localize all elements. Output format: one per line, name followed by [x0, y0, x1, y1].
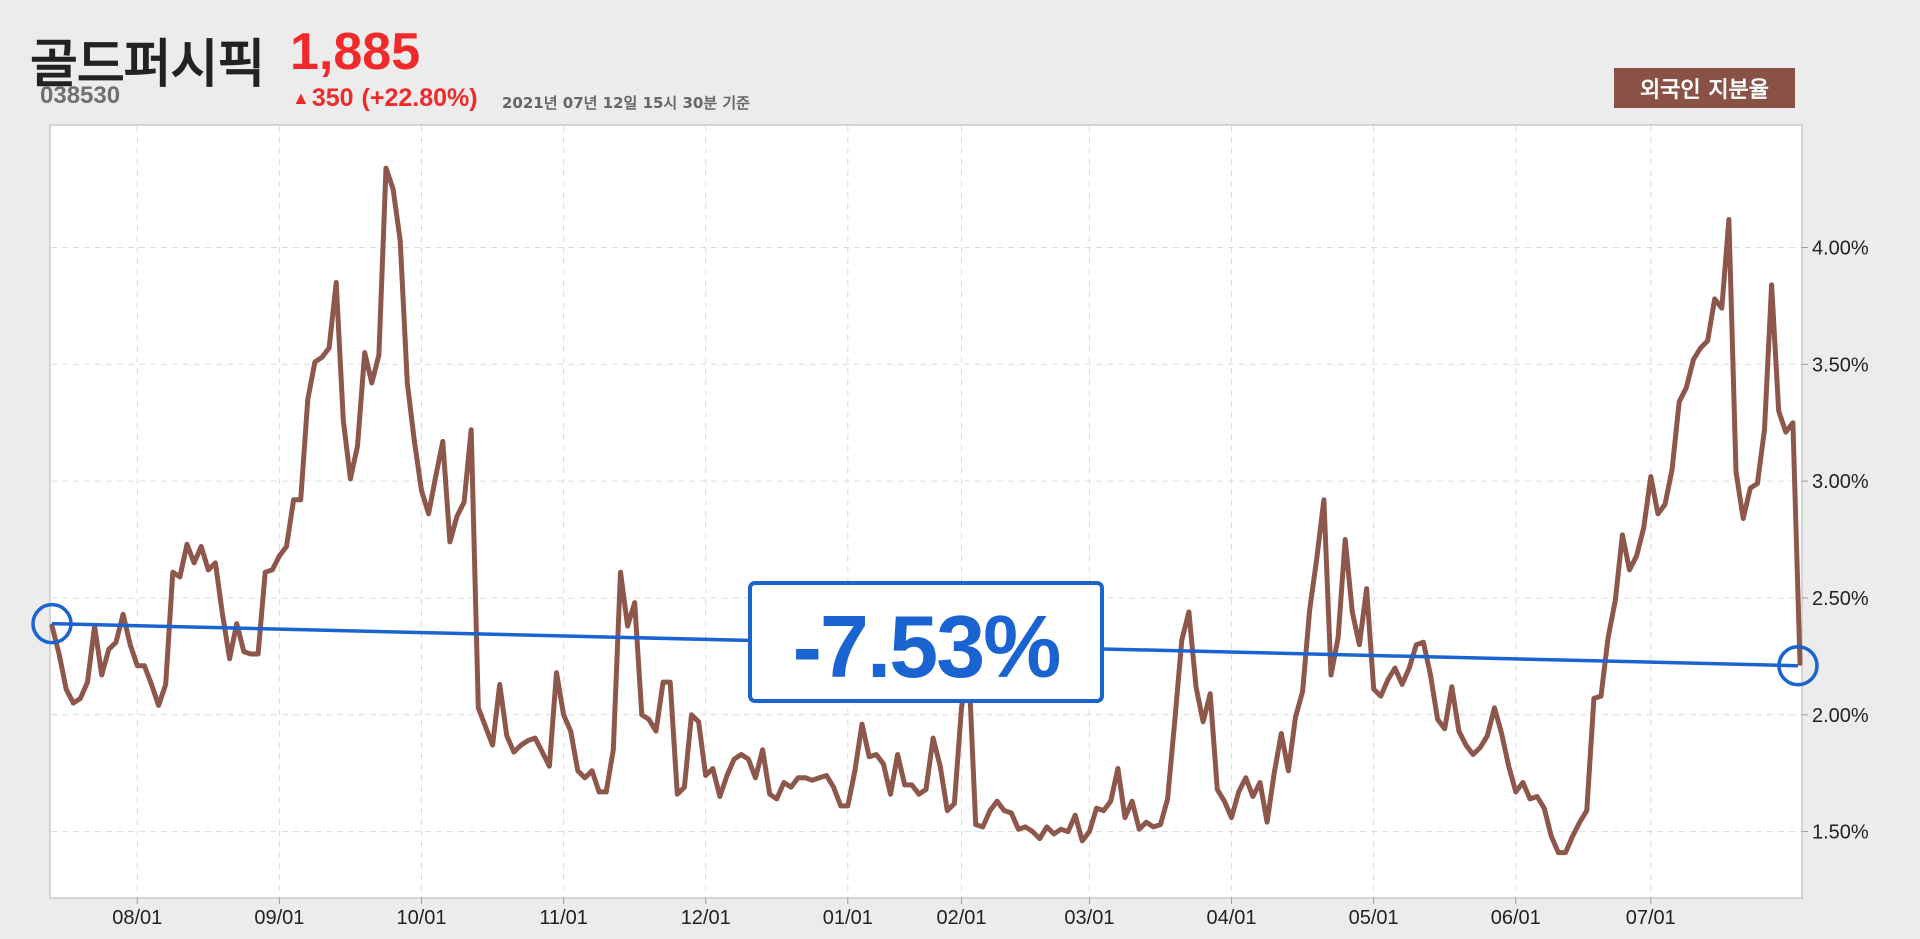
- price-change: ▲ 350 (+22.80%): [292, 84, 478, 113]
- y-tick-label: 2.00%: [1812, 705, 1869, 727]
- y-tick-label: 3.00%: [1812, 471, 1869, 493]
- trend-change-label-box: -7.53%: [748, 581, 1104, 703]
- x-tick-label: 11/01: [539, 907, 588, 929]
- ticker-code: 038530: [40, 82, 121, 109]
- y-tick-label: 1.50%: [1812, 822, 1869, 844]
- x-tick-label: 01/01: [823, 907, 873, 929]
- x-tick-label: 06/01: [1491, 907, 1541, 929]
- trend-change-label: -7.53%: [793, 597, 1060, 696]
- as-of-timestamp: 2021년 07년 12일 15시 30분 기준: [502, 94, 750, 112]
- x-tick-label: 05/01: [1349, 907, 1399, 929]
- company-name: 골드퍼시픽: [30, 35, 265, 95]
- x-tick-label: 08/01: [112, 907, 162, 929]
- x-tick-label: 02/01: [936, 907, 986, 929]
- x-tick-label: 04/01: [1207, 907, 1257, 929]
- change-percent: (+22.80%): [361, 84, 478, 112]
- x-tick-label: 03/01: [1064, 907, 1114, 929]
- x-tick-label: 07/01: [1626, 907, 1676, 929]
- y-axis-ticks: 1.50% 2.00% 2.50% 3.00% 3.50% 4.00%: [1802, 237, 1869, 844]
- foreign-ownership-badge: 외국인 지분율: [1614, 68, 1795, 108]
- y-tick-label: 4.00%: [1812, 237, 1869, 259]
- change-value: 350: [311, 84, 354, 112]
- up-arrow-icon: ▲: [292, 88, 310, 108]
- x-axis-ticks: 08/01 09/01 10/01 11/01 12/01 01/01 02/01 03/01…: [112, 898, 1676, 929]
- stock-header: 골드퍼시픽 1,885 038530 ▲ 350 (+22.80%) 2021년…: [0, 0, 1920, 125]
- trend-start-marker: [31, 602, 73, 645]
- y-tick-label: 3.50%: [1812, 354, 1869, 376]
- x-tick-label: 12/01: [681, 907, 731, 929]
- x-tick-label: 09/01: [254, 907, 304, 929]
- y-tick-label: 2.50%: [1812, 588, 1869, 610]
- trend-end-marker: [1777, 644, 1819, 687]
- current-price: 1,885: [290, 23, 421, 81]
- x-tick-label: 10/01: [396, 907, 446, 929]
- series-line: [49, 165, 1803, 856]
